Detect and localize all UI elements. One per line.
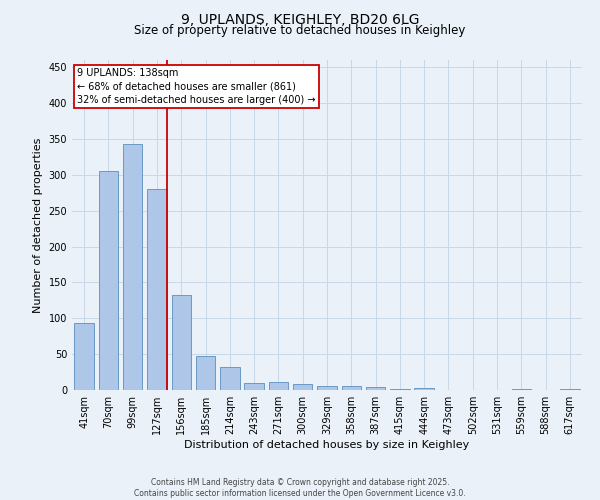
Bar [99,171,118,390]
Bar [269,382,288,390]
Bar [366,387,385,390]
Bar [560,388,580,390]
Bar [415,388,434,390]
Text: Contains HM Land Registry data © Crown copyright and database right 2025.
Contai: Contains HM Land Registry data © Crown c… [134,478,466,498]
Y-axis label: Number of detached properties: Number of detached properties [33,138,43,312]
X-axis label: Distribution of detached houses by size in Keighley: Distribution of detached houses by size … [184,440,470,450]
Bar [220,367,239,390]
Bar [172,294,191,390]
Bar [317,386,337,390]
Text: 9, UPLANDS, KEIGHLEY, BD20 6LG: 9, UPLANDS, KEIGHLEY, BD20 6LG [181,12,419,26]
Bar [341,386,361,390]
Bar [244,383,264,390]
Bar [196,356,215,390]
Bar [293,384,313,390]
Bar [74,324,94,390]
Bar [147,189,167,390]
Text: Size of property relative to detached houses in Keighley: Size of property relative to detached ho… [134,24,466,37]
Bar [512,388,531,390]
Text: 9 UPLANDS: 138sqm
← 68% of detached houses are smaller (861)
32% of semi-detache: 9 UPLANDS: 138sqm ← 68% of detached hous… [77,68,316,104]
Bar [123,144,142,390]
